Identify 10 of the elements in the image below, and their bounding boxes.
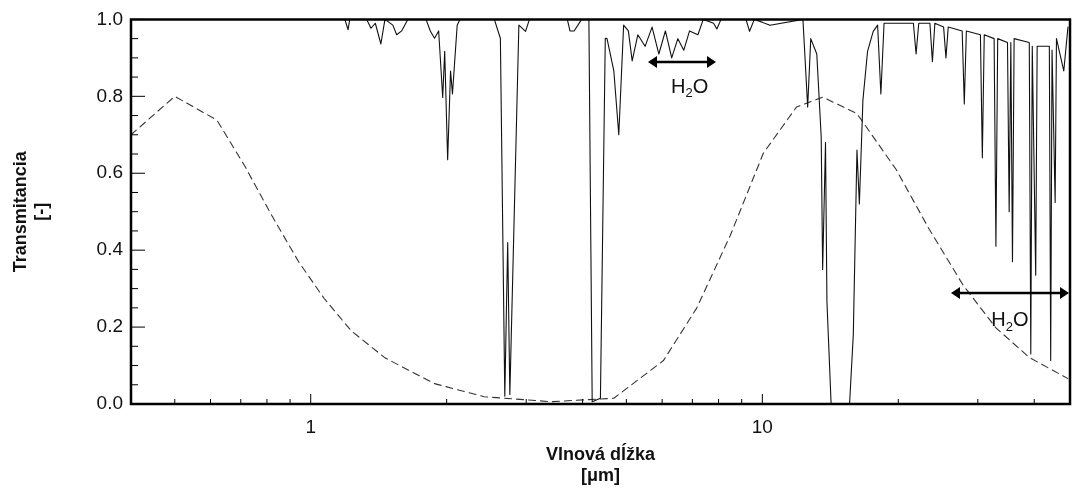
x-tick-label: 1 xyxy=(305,415,317,437)
y-tick-label: 0.2 xyxy=(96,315,123,337)
x-axis-title: Vlnová dĺžka [μm] xyxy=(545,442,656,486)
y-axis-title: Transmitancia [-] xyxy=(9,150,52,273)
y-tick-label: 0.8 xyxy=(96,84,123,106)
y-tick-label: 0.0 xyxy=(96,392,123,414)
y-tick-label: 1.0 xyxy=(96,7,123,29)
x-tick-label: 10 xyxy=(751,415,773,437)
y-tick-label: 0.6 xyxy=(96,161,123,183)
y-tick-label: 0.4 xyxy=(96,238,124,260)
